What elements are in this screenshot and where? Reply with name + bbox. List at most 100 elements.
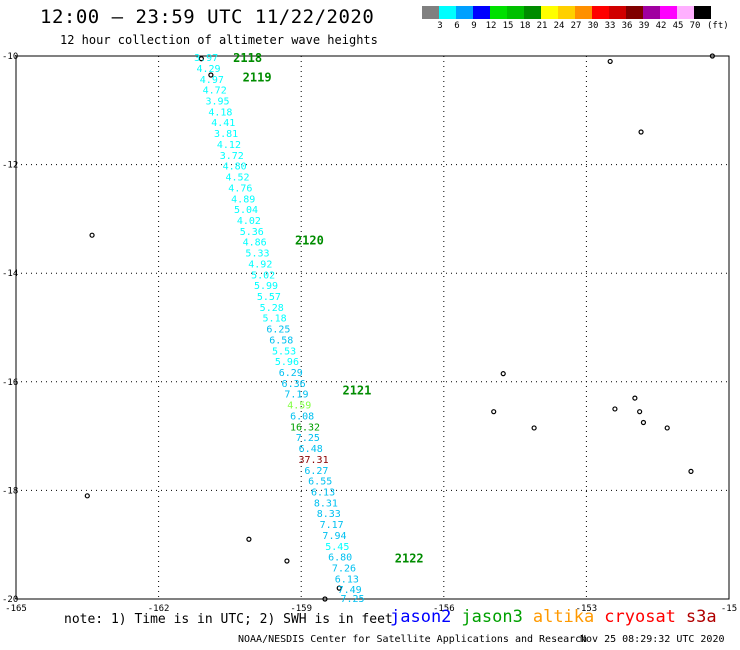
- wave-height-label: 7.26: [332, 564, 356, 575]
- color-scale-label: 12: [485, 21, 497, 31]
- latitude-tick-label: -12: [2, 161, 18, 171]
- color-scale-swatch: [490, 6, 507, 19]
- wave-height-label: 6.08: [290, 411, 314, 422]
- color-scale-swatch: [694, 6, 711, 19]
- color-scale-unit: (ft): [707, 21, 729, 31]
- island-outline: [500, 371, 506, 377]
- color-scale-swatch: [422, 6, 439, 19]
- color-scale-label: 36: [621, 21, 633, 31]
- color-scale-label: 30: [587, 21, 599, 31]
- longitude-tick-label: -15: [721, 604, 737, 614]
- longitude-tick-label: -156: [433, 604, 455, 614]
- island-outline: [208, 72, 214, 78]
- latitude-tick-label: -14: [2, 269, 18, 279]
- wave-height-label: 4.12: [217, 140, 241, 151]
- color-scale-label: 6: [454, 21, 460, 31]
- footer-note: note: 1) Time is in UTC; 2) SWH is in fe…: [64, 612, 393, 627]
- wave-height-observations: 3.974.294.974.723.954.184.413.814.123.72…: [194, 53, 364, 605]
- wave-height-label: 16.32: [290, 422, 320, 433]
- wave-height-label: 6.55: [308, 477, 332, 488]
- latitude-tick-label: -20: [2, 595, 18, 605]
- wave-height-label: 7.19: [284, 390, 308, 401]
- wave-height-label: 6.29: [279, 368, 303, 379]
- map-axis-labels: -165 -162 -159 -156 -153 -15 -10 -12 -14 -16 -18 -2…: [2, 52, 737, 614]
- color-scale-swatch: [575, 6, 592, 19]
- wave-height-label: 3.95: [205, 97, 229, 108]
- wave-height-label: 3.72: [220, 151, 244, 162]
- latitude-tick-label: -16: [2, 378, 18, 388]
- color-scale-label: 33: [604, 21, 616, 31]
- wave-height-label: 7.25: [340, 594, 364, 605]
- island-outline: [246, 536, 252, 542]
- color-scale-label: 70: [689, 21, 701, 31]
- color-scale-swatch: [456, 6, 473, 19]
- color-scale-swatch: [439, 6, 456, 19]
- color-scale-label: 9: [471, 21, 477, 31]
- island-outline: [640, 419, 647, 426]
- color-scale-label: 45: [672, 21, 684, 31]
- wave-height-label: 5.96: [275, 357, 299, 368]
- wave-height-label: 6.58: [269, 335, 293, 346]
- wave-height-label: 4.52: [225, 173, 249, 184]
- color-scale-swatch: [643, 6, 660, 19]
- wave-height-label: 3.81: [214, 129, 238, 140]
- track-time-label: 2118: [233, 51, 262, 65]
- color-scale-swatch: [524, 6, 541, 19]
- wave-height-label: 6.27: [304, 466, 328, 477]
- wave-height-label: 4.80: [223, 162, 247, 173]
- track-time-label: 2122: [395, 552, 424, 566]
- color-scale-label: 27: [570, 21, 582, 31]
- island-outline: [709, 53, 715, 59]
- wave-height-label: 4.97: [200, 75, 224, 86]
- wave-height-label: 5.18: [263, 314, 287, 325]
- wave-height-label: 5.57: [257, 292, 281, 303]
- wave-height-label: 6.48: [299, 444, 323, 455]
- color-scale-swatch: [660, 6, 677, 19]
- wave-height-label: 7.49: [338, 585, 362, 596]
- wave-height-label: 5.45: [325, 542, 349, 553]
- color-scale-label: 18: [519, 21, 531, 31]
- island-outline: [284, 558, 290, 564]
- page-title: 12:00 — 23:59 UTC 11/22/2020: [40, 6, 375, 28]
- page-subtitle: 12 hour collection of altimeter wave hei…: [60, 33, 378, 47]
- generated-timestamp: Nov 25 08:29:32 UTC 2020: [580, 634, 725, 645]
- color-scale-swatch: [473, 6, 490, 19]
- wave-height-label: 4.72: [203, 86, 227, 97]
- wave-height-label: 7.17: [320, 520, 344, 531]
- satellite-legend: jason2 jason3 altika cryosat s3a: [390, 607, 727, 627]
- wave-height-label: 5.36: [240, 227, 264, 238]
- wave-height-label: 6.36: [282, 379, 306, 390]
- wave-height-label: 6.25: [266, 325, 290, 336]
- island-outline: [531, 425, 537, 431]
- latitude-tick-label: -18: [2, 486, 18, 496]
- island-outline: [84, 493, 90, 499]
- color-scale-swatch: [609, 6, 626, 19]
- wave-height-label: 8.33: [317, 509, 341, 520]
- wave-height-label: 6.80: [328, 553, 352, 564]
- wave-height-label: 4.86: [243, 238, 267, 249]
- wave-height-label: 4.41: [211, 118, 235, 129]
- satellite-legend-item: jason2: [390, 607, 452, 627]
- track-time-label: 2120: [295, 234, 324, 248]
- satellite-legend-item: cryosat: [604, 607, 676, 627]
- color-scale-label: 15: [502, 21, 514, 31]
- island-outline: [322, 596, 328, 602]
- wave-height-label: 5.53: [272, 346, 296, 357]
- island-outline: [198, 56, 204, 62]
- color-scale-swatch: [558, 6, 575, 19]
- wave-height-label: 4.18: [208, 107, 232, 118]
- longitude-tick-label: -153: [576, 604, 598, 614]
- wave-height-label: 4.59: [287, 401, 311, 412]
- track-time-label: 2121: [342, 383, 371, 397]
- wave-height-label: 5.33: [245, 249, 269, 260]
- satellite-legend-item: altika: [532, 607, 595, 627]
- wave-height-label: 4.92: [248, 259, 272, 270]
- wave-height-label: 5.28: [260, 303, 284, 314]
- track-time-label: 2119: [243, 71, 272, 85]
- color-scale-label: 39: [638, 21, 650, 31]
- color-scale-label: 21: [536, 21, 548, 31]
- wave-height-label: 7.94: [322, 531, 346, 542]
- satellite-legend-item: jason3: [461, 607, 523, 627]
- color-scale-swatch: [677, 6, 694, 19]
